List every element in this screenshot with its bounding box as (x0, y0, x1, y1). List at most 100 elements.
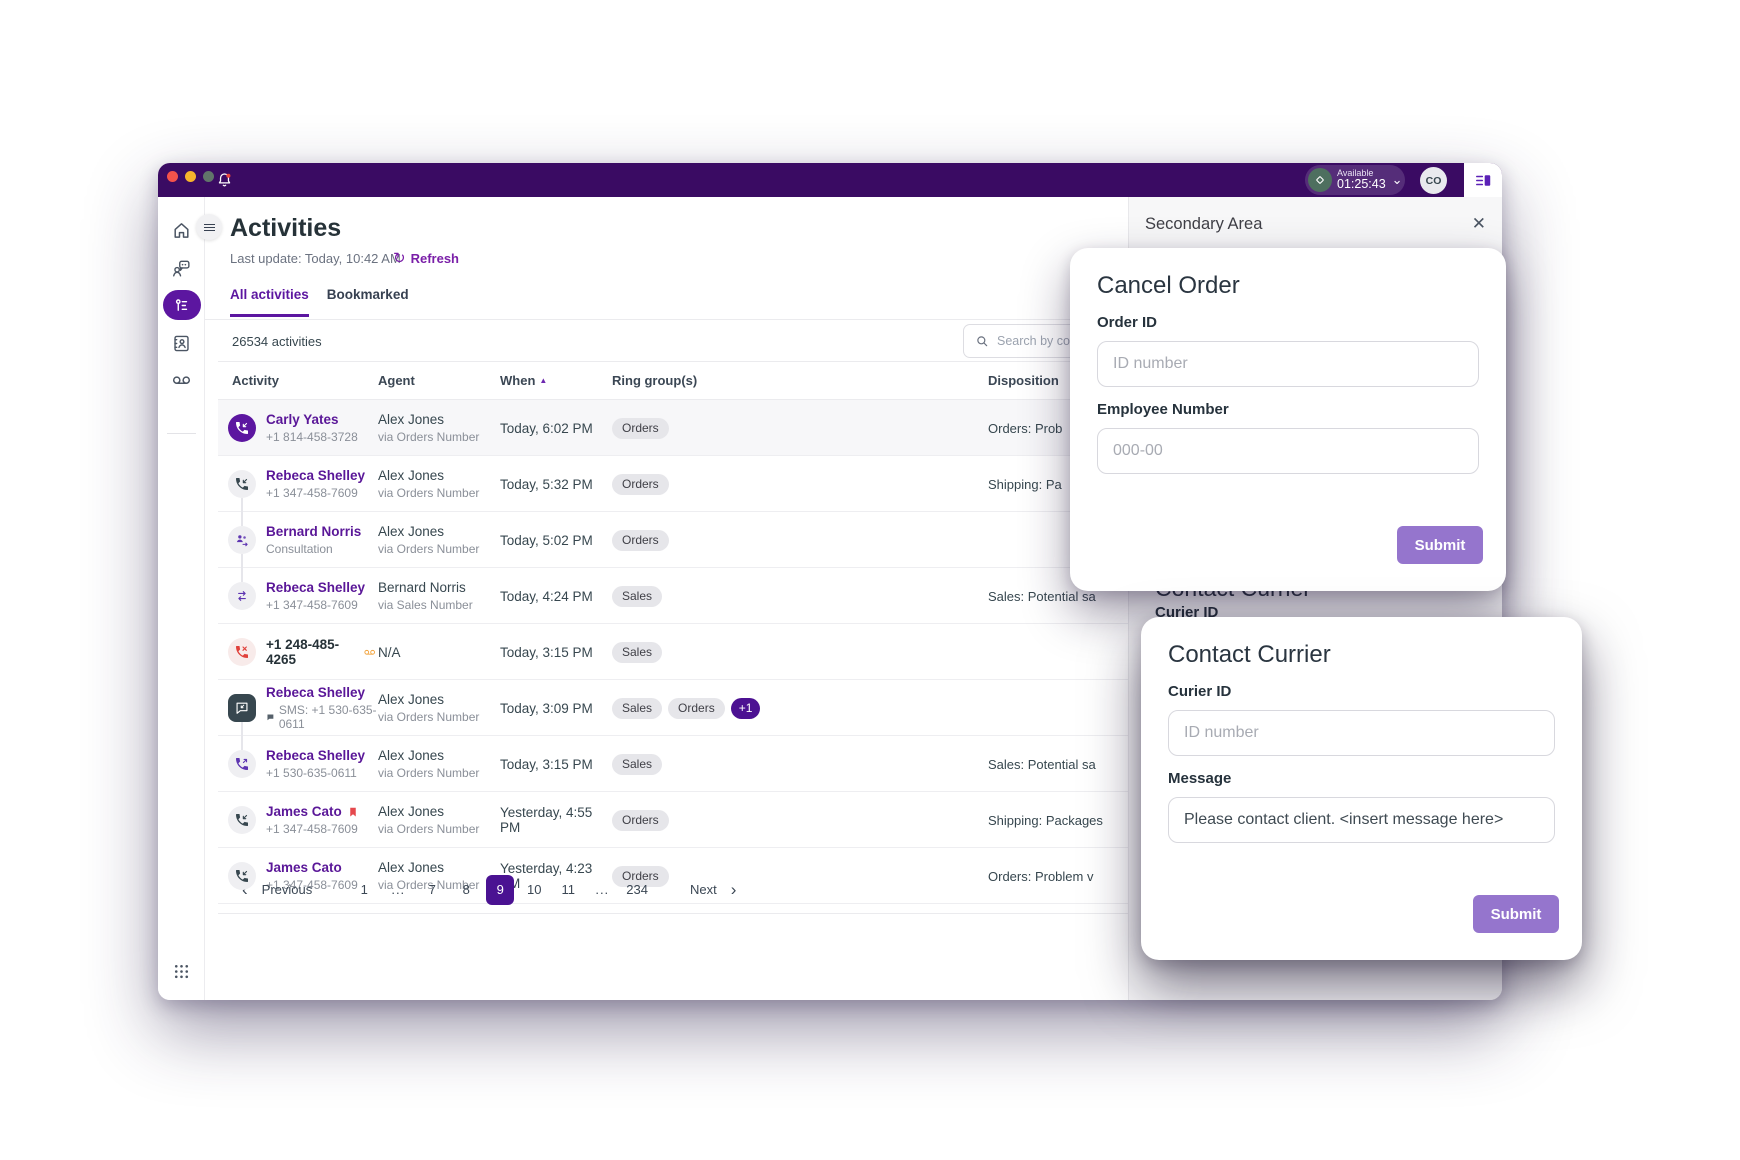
activities-table: Activity Agent When ▲ Ring group(s) Disp… (218, 362, 1128, 904)
when-cell: Today, 3:15 PM (500, 756, 593, 772)
refresh-label: Refresh (410, 250, 459, 266)
notifications-bell-icon[interactable] (210, 166, 238, 194)
activity-type-cell (218, 792, 266, 848)
contact-subtext: +1 347-458-7609 (266, 598, 358, 612)
tab-bookmarked[interactable]: Bookmarked (326, 287, 409, 302)
table-row[interactable]: Rebeca Shelley +1 347-458-7609 Alex Jones v… (218, 456, 1128, 512)
chevron-right-icon[interactable]: › (730, 879, 737, 899)
ring-group-tag: Sales (612, 697, 663, 719)
contact-name[interactable]: Carly Yates (266, 412, 339, 427)
sidebar-item-voicemail[interactable] (158, 363, 205, 397)
contact-subtext: +1 814-458-3728 (266, 430, 358, 444)
pagination-page-1[interactable]: 1 (360, 882, 368, 897)
ring-group-tag: Orders (612, 473, 669, 495)
contact-name[interactable]: Bernard Norris (266, 524, 362, 539)
disposition-cell: Orders: Prob (988, 420, 1063, 436)
sidebar-item-contacts[interactable] (158, 326, 205, 360)
column-header-ring-groups[interactable]: Ring group(s) (612, 373, 698, 388)
consultation-icon (236, 535, 248, 547)
agent-via: via Orders Number (378, 878, 480, 892)
pagination-page-10[interactable]: 10 (527, 882, 542, 897)
table-row[interactable]: +1 248-485-4265 N/A Today, 3:15 PM Sales (218, 624, 1128, 680)
activity-cell: Carly Yates +1 814-458-3728 (266, 412, 378, 444)
table-row[interactable]: Rebeca Shelley +1 530-635-0611 Alex Jones v… (218, 736, 1128, 792)
close-icon[interactable]: ✕ (1471, 214, 1486, 233)
agent-status-selector[interactable]: Available 01:25:43 ⌄ (1305, 165, 1405, 195)
activity-type-cell (218, 848, 266, 904)
column-header-disposition[interactable]: Disposition (988, 373, 1059, 388)
pagination-page-7[interactable]: 7 (428, 882, 436, 897)
call-inbound-icon (236, 870, 248, 882)
employee-number-input[interactable] (1097, 428, 1479, 474)
secondary-panel-toggle-icon[interactable] (1464, 163, 1502, 197)
ring-groups-cell: Orders (612, 473, 988, 495)
order-id-input[interactable] (1097, 341, 1479, 387)
disposition-cell: Sales: Potential sa (988, 756, 1096, 772)
window-close-button[interactable] (167, 171, 178, 182)
message-input[interactable] (1168, 797, 1555, 843)
refresh-button[interactable]: ↻ Refresh (393, 249, 459, 267)
ring-groups-cell: Orders (612, 809, 988, 831)
table-row[interactable]: Rebeca Shelley SMS: +1 530-635-0611 Alex J… (218, 680, 1128, 736)
table-row[interactable]: Bernard Norris Consultation Alex Jones via … (218, 512, 1128, 568)
pagination-previous-button[interactable]: Previous (261, 882, 313, 897)
table-row[interactable]: James Cato +1 347-458-7609 Alex Jones via O… (218, 848, 1128, 904)
contact-name[interactable]: Rebeca Shelley (266, 685, 366, 700)
contact-subtext: +1 530-635-0611 (266, 766, 357, 780)
pagination-page-8[interactable]: 8 (462, 882, 470, 897)
user-avatar[interactable]: CO (1420, 167, 1447, 194)
window-zoom-button[interactable] (203, 171, 214, 182)
cancel-order-submit-button[interactable]: Submit (1397, 526, 1483, 564)
table-row[interactable]: Rebeca Shelley +1 347-458-7609 Bernard Nor… (218, 568, 1128, 624)
sidebar-item-home[interactable] (158, 213, 205, 247)
agent-name: Alex Jones (378, 804, 445, 819)
contact-name[interactable]: James Cato (266, 804, 378, 819)
sidebar-item-activities[interactable] (158, 288, 205, 322)
message-label: Message (1168, 770, 1232, 787)
divider (205, 319, 1128, 320)
contact-subtext: +1 347-458-7609 (266, 822, 358, 836)
contact-name[interactable]: +1 248-485-4265 (266, 637, 378, 667)
status-timer: 01:25:43 (1337, 177, 1386, 192)
contact-name[interactable]: James Cato (266, 860, 342, 875)
agent-name: Alex Jones (378, 468, 445, 483)
table-row[interactable]: James Cato +1 347-458-7609 Alex Jones via O… (218, 792, 1128, 848)
pagination-next-button[interactable]: Next (689, 882, 717, 897)
column-header-agent[interactable]: Agent (378, 373, 415, 388)
pagination-ellipsis: ... (595, 882, 610, 897)
table-row[interactable]: Carly Yates +1 814-458-3728 Alex Jones via … (218, 400, 1128, 456)
pagination-page-9[interactable]: 9 (486, 874, 515, 905)
activity-cell: Bernard Norris Consultation (266, 524, 378, 556)
cancel-order-modal: Cancel Order Order ID Employee Number Sub… (1070, 248, 1506, 591)
ring-group-tag: Orders (668, 697, 725, 719)
pagination-page-234[interactable]: 234 (626, 882, 648, 897)
window-minimize-button[interactable] (185, 171, 196, 182)
agent-chat-icon (173, 260, 190, 277)
collapse-menu-icon[interactable] (196, 214, 222, 240)
when-cell: Today, 4:24 PM (500, 588, 593, 604)
call-inbound-icon (228, 470, 256, 498)
tab-all-activities[interactable]: All activities (230, 287, 309, 317)
ring-groups-cell: Orders (612, 417, 988, 439)
contact-name[interactable]: Rebeca Shelley (266, 468, 366, 483)
agent-cell: Alex Jones via Orders Number (378, 804, 500, 836)
agent-name: Alex Jones (378, 692, 445, 707)
pagination-page-11[interactable]: 11 (561, 882, 576, 897)
sms-icon (236, 702, 248, 714)
voicemail-icon (364, 649, 375, 655)
apps-grid-icon[interactable] (171, 961, 192, 982)
activity-cell: Rebeca Shelley +1 530-635-0611 (266, 748, 378, 780)
contact-currier-submit-button[interactable]: Submit (1473, 895, 1559, 933)
curier-id-input[interactable] (1168, 710, 1555, 756)
contact-name[interactable]: Rebeca Shelley (266, 748, 366, 763)
contact-name[interactable]: Rebeca Shelley (266, 580, 366, 595)
agent-name: Alex Jones (378, 860, 445, 875)
agent-via: via Orders Number (378, 486, 480, 500)
agent-name: N/A (378, 644, 401, 660)
when-cell: Today, 5:02 PM (500, 532, 593, 548)
sidebar-item-agent-chat[interactable] (158, 251, 205, 285)
activity-cell: +1 248-485-4265 (266, 637, 378, 667)
column-header-when[interactable]: When ▲ (500, 373, 548, 388)
column-header-activity[interactable]: Activity (232, 373, 279, 388)
